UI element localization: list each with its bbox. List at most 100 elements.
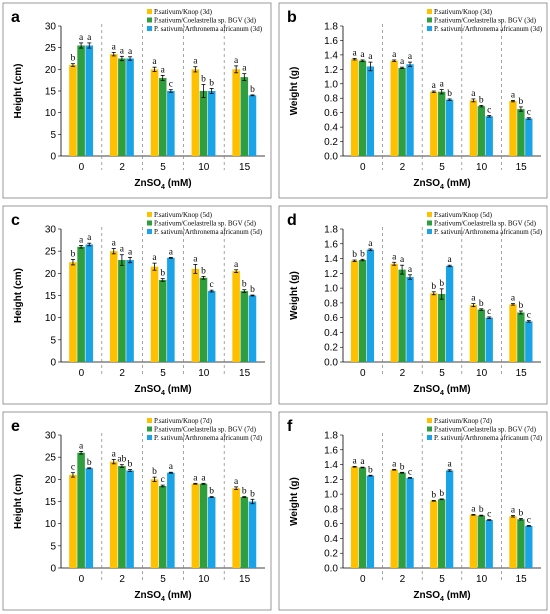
x-axis-label-main: ZnSO — [413, 178, 440, 189]
x-axis-label-sub: 4 — [440, 184, 444, 191]
legend-label: P.sativum/Knop (5d) — [434, 211, 493, 219]
significance-label: b — [71, 54, 76, 64]
bar — [366, 66, 375, 156]
y-tick-label: 1.6 — [324, 239, 338, 250]
significance-label: a — [408, 52, 413, 62]
x-axis-label-tail: (mM) — [165, 590, 192, 601]
x-tick-label: 15 — [516, 162, 528, 173]
bar — [477, 106, 485, 156]
x-tick-label: 5 — [439, 574, 445, 585]
x-axis-label-main: ZnSO — [413, 590, 440, 601]
legend-label: P. sativum/Arthronema africanum (5d) — [154, 228, 263, 236]
y-tick-label: 0.0 — [324, 358, 338, 369]
y-tick-label: 0 — [50, 358, 56, 369]
x-axis-label-sub: 4 — [161, 390, 165, 397]
legend-swatch — [427, 26, 432, 31]
legend-label: P.sativum/Coelastrella sp. BGV (7d) — [154, 426, 257, 434]
legend-swatch — [147, 17, 152, 23]
bar — [126, 58, 134, 156]
bar — [509, 516, 517, 568]
y-tick-label: 0.8 — [324, 504, 338, 515]
significance-label: b — [160, 269, 165, 279]
legend-swatch — [147, 418, 152, 423]
significance-label: a — [79, 235, 84, 245]
bar — [69, 474, 77, 568]
y-tick-label: 0.0 — [324, 564, 338, 575]
y-tick-label: 1.2 — [324, 65, 338, 76]
significance-label: a — [87, 33, 92, 43]
y-tick-label: 0.6 — [324, 108, 338, 119]
panel-b: b 0.0 0.2 0.4 0.6 0.8 1.0 1.2 1.4 1.6 1.8 Weight (g… — [278, 2, 548, 199]
bar — [150, 479, 159, 568]
x-tick-label: 5 — [439, 368, 445, 379]
y-tick-label: 0.8 — [324, 94, 338, 105]
legend-swatch — [147, 212, 152, 217]
legend-label: P.sativum/Knop (5d) — [154, 211, 213, 219]
bar — [517, 109, 525, 156]
significance-label: a — [471, 294, 476, 304]
x-axis-label: ZnSO4 (mM) — [134, 384, 191, 397]
bar — [509, 304, 517, 362]
significance-label: a — [360, 50, 365, 60]
bar — [118, 58, 126, 156]
significance-label: c — [487, 510, 491, 520]
y-tick-label: 0.6 — [324, 519, 338, 530]
bar — [191, 268, 200, 362]
x-axis-label: ZnSO4 (mM) — [413, 178, 470, 191]
y-tick-label: 0.2 — [324, 549, 338, 560]
x-tick-label: 10 — [198, 162, 210, 173]
bar — [390, 263, 398, 362]
bar — [430, 293, 438, 362]
bar — [240, 497, 249, 568]
x-axis-label-tail: (mM) — [444, 384, 471, 395]
x-axis-label-sub: 4 — [161, 184, 165, 191]
x-tick-label: 2 — [400, 574, 406, 585]
bar — [232, 488, 240, 568]
bar — [126, 260, 134, 362]
significance-label: a — [120, 46, 125, 56]
y-tick-label: 30 — [45, 431, 57, 442]
x-tick-label: 10 — [476, 574, 488, 585]
significance-label: a — [511, 90, 516, 100]
legend-swatch — [147, 9, 152, 14]
significance-label: c — [408, 467, 412, 477]
y-tick-label: 5 — [50, 541, 56, 552]
significance-label: a — [352, 49, 357, 59]
y-tick-label: 15 — [45, 291, 57, 302]
significance-label: a — [400, 57, 405, 67]
bar — [406, 477, 414, 568]
significance-label: a — [511, 294, 516, 304]
significance-label: b — [479, 299, 484, 309]
legend-swatch — [147, 229, 152, 234]
bar — [438, 499, 446, 568]
bar — [485, 116, 493, 156]
panel-d: d 0.0 0.2 0.4 0.6 0.8 1.0 1.2 1.4 1.6 1.8 Weight (g… — [278, 205, 548, 405]
bar — [438, 91, 446, 156]
significance-label: c — [71, 463, 75, 473]
x-axis-label-sub: 4 — [161, 596, 165, 603]
significance-label: a — [152, 253, 157, 263]
bar — [390, 469, 398, 568]
significance-label: a — [87, 233, 92, 243]
bar — [232, 69, 240, 156]
significance-label: b — [201, 75, 206, 85]
significance-label: b — [519, 508, 524, 518]
legend-swatch — [147, 26, 152, 31]
legend-swatch — [427, 9, 432, 14]
bar — [509, 101, 517, 156]
y-tick-label: 20 — [45, 269, 57, 280]
y-axis-label: Weight (g) — [289, 67, 300, 116]
y-tick-label: 0.4 — [324, 534, 338, 545]
bar — [398, 269, 406, 362]
y-tick-label: 0.4 — [324, 123, 338, 134]
y-axis-label: Weight (g) — [289, 477, 300, 526]
bar — [485, 519, 493, 568]
y-tick-label: 1.4 — [324, 460, 338, 471]
significance-label: b — [201, 266, 206, 276]
bar — [406, 64, 414, 156]
significance-label: a — [193, 473, 198, 483]
y-tick-label: 0.2 — [324, 137, 338, 148]
legend-label: P.sativum/Coelastrella sp. BGV (5d) — [154, 220, 257, 228]
bar — [199, 277, 208, 362]
